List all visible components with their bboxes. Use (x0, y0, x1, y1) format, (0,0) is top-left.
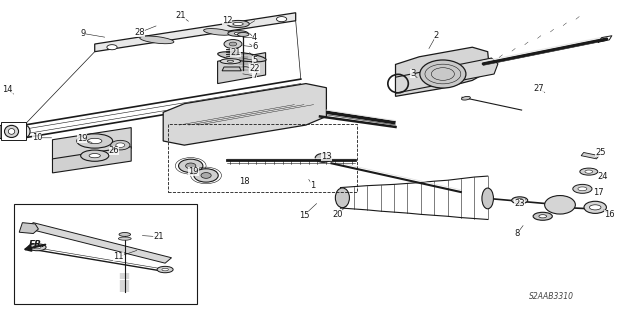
Text: 10: 10 (32, 133, 42, 142)
Ellipse shape (157, 266, 173, 273)
Text: 15: 15 (299, 211, 309, 220)
Ellipse shape (589, 205, 601, 210)
Ellipse shape (194, 169, 218, 182)
Ellipse shape (179, 159, 203, 173)
Ellipse shape (227, 20, 249, 27)
Ellipse shape (420, 60, 466, 88)
Ellipse shape (119, 233, 131, 236)
Text: S2AAB3310: S2AAB3310 (529, 292, 574, 300)
Text: 18: 18 (239, 177, 250, 186)
Circle shape (111, 140, 130, 150)
Text: 25: 25 (595, 148, 605, 157)
Ellipse shape (335, 188, 349, 208)
Ellipse shape (201, 173, 211, 178)
Ellipse shape (218, 52, 266, 62)
Ellipse shape (585, 170, 593, 173)
Text: 17: 17 (593, 188, 604, 197)
Text: 5: 5 (252, 56, 257, 65)
Ellipse shape (220, 59, 241, 64)
Text: 19: 19 (188, 167, 198, 176)
Ellipse shape (315, 153, 332, 162)
Text: 22: 22 (250, 64, 260, 73)
Polygon shape (26, 223, 172, 263)
Ellipse shape (512, 197, 528, 204)
Text: 20: 20 (333, 210, 343, 219)
Text: 12: 12 (222, 16, 232, 25)
Ellipse shape (233, 22, 243, 26)
Text: 13: 13 (321, 152, 332, 161)
Ellipse shape (89, 153, 100, 158)
Ellipse shape (539, 215, 547, 218)
Text: 3: 3 (410, 69, 415, 78)
Ellipse shape (229, 42, 237, 46)
Ellipse shape (28, 244, 46, 251)
Polygon shape (95, 13, 296, 52)
Polygon shape (396, 47, 490, 96)
Ellipse shape (118, 237, 131, 240)
Text: 14: 14 (3, 85, 13, 94)
Ellipse shape (573, 184, 592, 193)
Polygon shape (52, 147, 131, 173)
Text: 21: 21 (154, 232, 164, 241)
Text: 27: 27 (534, 84, 544, 93)
Circle shape (107, 45, 117, 50)
Polygon shape (163, 84, 326, 145)
Ellipse shape (140, 36, 174, 44)
Ellipse shape (533, 212, 552, 220)
Polygon shape (396, 58, 498, 93)
Ellipse shape (545, 196, 575, 214)
Ellipse shape (516, 199, 524, 202)
Text: 11: 11 (113, 252, 124, 261)
Text: FR.: FR. (29, 241, 45, 249)
Polygon shape (52, 128, 131, 160)
Circle shape (276, 17, 287, 22)
Polygon shape (14, 204, 197, 304)
Ellipse shape (482, 188, 493, 209)
Ellipse shape (580, 168, 598, 175)
Text: 1: 1 (310, 181, 315, 189)
Ellipse shape (33, 246, 41, 249)
Ellipse shape (461, 96, 470, 100)
Ellipse shape (584, 201, 607, 213)
Ellipse shape (227, 60, 234, 62)
Text: 7: 7 (252, 71, 257, 80)
Text: 8: 8 (515, 229, 520, 238)
Ellipse shape (81, 150, 109, 161)
Polygon shape (581, 152, 599, 159)
Ellipse shape (234, 32, 242, 35)
Ellipse shape (204, 29, 232, 35)
Ellipse shape (228, 31, 248, 36)
Text: 9: 9 (81, 29, 86, 38)
Text: 6: 6 (252, 42, 257, 51)
Polygon shape (1, 122, 26, 140)
Ellipse shape (19, 125, 30, 138)
Polygon shape (19, 223, 38, 234)
Text: 24: 24 (598, 172, 608, 181)
Text: 4: 4 (252, 33, 257, 42)
Ellipse shape (578, 187, 587, 191)
Ellipse shape (237, 33, 249, 36)
Ellipse shape (162, 268, 168, 271)
Text: 2: 2 (434, 31, 439, 40)
Ellipse shape (88, 138, 102, 144)
Text: 26: 26 (109, 146, 119, 155)
Text: 28: 28 (134, 28, 145, 37)
Circle shape (116, 143, 125, 147)
Ellipse shape (4, 125, 19, 137)
Text: 21: 21 (175, 11, 186, 20)
Text: 23: 23 (515, 199, 525, 208)
Text: 21: 21 (230, 48, 241, 57)
Polygon shape (222, 67, 241, 71)
Text: 16: 16 (604, 210, 614, 219)
Polygon shape (218, 53, 266, 84)
Text: 19: 19 (77, 134, 87, 143)
Ellipse shape (186, 163, 196, 169)
Ellipse shape (77, 134, 113, 148)
Ellipse shape (224, 40, 242, 48)
Ellipse shape (8, 129, 15, 134)
